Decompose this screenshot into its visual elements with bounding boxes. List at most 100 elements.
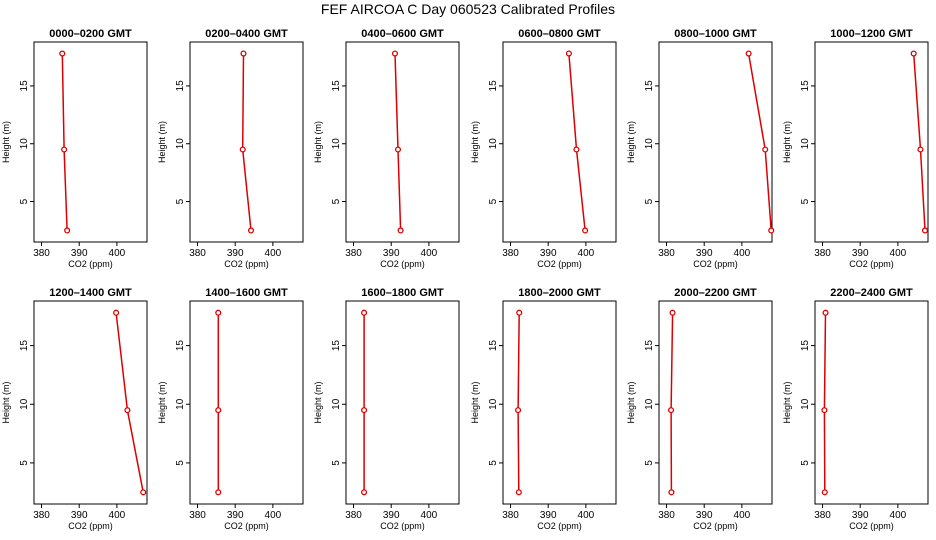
data-point: [921, 227, 929, 234]
x-tick-label: 380: [345, 248, 362, 259]
profile-panel: 2200–2400 GMT 380 390 400 5 10 15 CO2 (ppm) Heig…: [782, 287, 929, 531]
y-axis-label: Height (m): [626, 121, 636, 163]
profile-line: [568, 53, 586, 231]
page-title: FEF AIRCOA C Day 060523 Calibrated Profi…: [320, 1, 616, 17]
data-point: [821, 407, 828, 414]
x-axis-label: CO2 (ppm): [537, 259, 582, 269]
x-tick-label: 390: [540, 510, 557, 521]
y-tick-label: 15: [331, 340, 342, 352]
profile-panel: 0000–0200 GMT 380 390 400 5 10 15 CO2 (ppm) Heig…: [1, 28, 148, 269]
y-axis-label: Height (m): [313, 121, 323, 163]
panel-title: 1600–1800 GMT: [361, 287, 444, 299]
data-point: [821, 489, 828, 496]
y-axis-label: Height (m): [1, 121, 11, 163]
x-tick-label: 400: [734, 510, 751, 521]
x-axis-label: CO2 (ppm): [849, 259, 894, 269]
panel-title: 0200–0400 GMT: [205, 28, 288, 40]
y-tick-label: 10: [800, 398, 811, 410]
x-tick-label: 390: [227, 510, 244, 521]
x-axis-label: CO2 (ppm): [693, 259, 738, 269]
y-tick-label: 5: [644, 460, 655, 466]
y-tick-label: 10: [644, 138, 655, 150]
x-tick-label: 380: [814, 248, 831, 259]
x-axis-label: CO2 (ppm): [68, 259, 113, 269]
x-tick-label: 400: [890, 510, 907, 521]
data-point: [64, 227, 71, 234]
data-point: [668, 489, 675, 496]
y-tick-label: 5: [800, 198, 811, 204]
plot-frame: [658, 300, 773, 505]
y-tick-label: 5: [488, 198, 499, 204]
data-point: [140, 489, 147, 496]
x-axis-label: CO2 (ppm): [537, 521, 582, 531]
x-tick-label: 400: [265, 248, 282, 259]
data-point: [582, 227, 589, 234]
y-axis-label: Height (m): [782, 381, 792, 423]
x-tick-label: 380: [33, 510, 50, 521]
x-tick-label: 390: [540, 248, 557, 259]
x-tick-label: 400: [734, 248, 751, 259]
panel-title: 1800–2000 GMT: [518, 287, 601, 299]
x-axis-label: CO2 (ppm): [693, 521, 738, 531]
y-tick-label: 15: [175, 80, 186, 92]
y-tick-label: 10: [800, 138, 811, 150]
y-axis-label: Height (m): [782, 121, 792, 163]
data-point: [573, 146, 580, 153]
profile-line: [394, 53, 402, 231]
data-point: [240, 50, 247, 57]
data-point: [113, 309, 120, 316]
data-point: [515, 407, 522, 414]
plot-frame: [502, 41, 617, 243]
panel-title: 2000–2200 GMT: [674, 287, 757, 299]
x-tick-label: 390: [383, 510, 400, 521]
panel-title: 0800–1000 GMT: [674, 28, 757, 40]
plot-frame: [33, 41, 148, 243]
data-point: [361, 489, 368, 496]
x-tick-label: 380: [502, 510, 519, 521]
panel-title: 2200–2400 GMT: [830, 287, 913, 299]
panel-title: 1200–1400 GMT: [49, 287, 132, 299]
profile-panel: 1000–1200 GMT 380 390 400 5 10 15 CO2 (ppm) Heig…: [782, 28, 929, 269]
x-axis-label: CO2 (ppm): [849, 521, 894, 531]
panel-title: 0600–0800 GMT: [518, 28, 601, 40]
y-tick-label: 5: [19, 460, 30, 466]
plot-frame: [189, 300, 304, 505]
x-tick-label: 380: [502, 248, 519, 259]
y-axis-label: Height (m): [157, 381, 167, 423]
panel-title: 0000–0200 GMT: [49, 28, 132, 40]
data-point: [917, 146, 924, 153]
y-tick-label: 10: [175, 398, 186, 410]
x-tick-label: 400: [421, 510, 438, 521]
x-axis-label: CO2 (ppm): [380, 521, 425, 531]
y-tick-label: 15: [644, 340, 655, 352]
x-tick-label: 400: [578, 248, 595, 259]
y-tick-label: 10: [644, 398, 655, 410]
profile-line: [670, 312, 674, 493]
data-point: [397, 227, 404, 234]
profile-line: [747, 53, 772, 231]
x-tick-label: 400: [109, 248, 126, 259]
y-tick-label: 15: [800, 340, 811, 352]
plot-frame: [33, 300, 148, 505]
profile-panel: 1800–2000 GMT 380 390 400 5 10 15 CO2 (ppm) Heig…: [470, 287, 617, 531]
panel-title: 1000–1200 GMT: [830, 28, 913, 40]
data-point: [59, 50, 66, 57]
y-axis-label: Height (m): [470, 381, 480, 423]
y-tick-label: 15: [800, 80, 811, 92]
x-axis-label: CO2 (ppm): [68, 521, 113, 531]
x-tick-label: 400: [421, 248, 438, 259]
y-tick-label: 15: [175, 340, 186, 352]
data-point: [391, 50, 399, 57]
y-tick-label: 5: [644, 198, 655, 204]
plot-frame: [345, 41, 460, 243]
panel-title: 1400–1600 GMT: [205, 287, 288, 299]
y-tick-label: 15: [488, 80, 499, 92]
plot-frame: [658, 41, 773, 243]
data-point: [124, 407, 131, 414]
profile-panel: 0200–0400 GMT 380 390 400 5 10 15 CO2 (ppm) Heig…: [157, 28, 304, 269]
y-tick-label: 10: [331, 138, 342, 150]
y-tick-label: 15: [644, 80, 655, 92]
y-tick-label: 15: [488, 340, 499, 352]
profile-line: [241, 53, 252, 231]
y-tick-label: 5: [175, 198, 186, 204]
